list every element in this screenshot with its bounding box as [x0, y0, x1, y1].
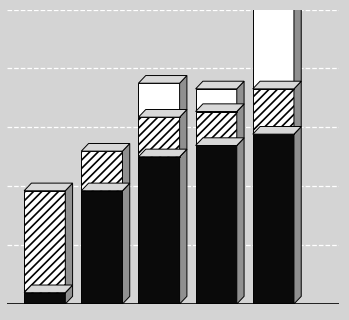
Polygon shape: [253, 81, 301, 89]
Polygon shape: [24, 293, 65, 304]
Polygon shape: [81, 191, 122, 304]
Polygon shape: [294, 126, 301, 304]
Polygon shape: [180, 109, 187, 157]
Polygon shape: [237, 104, 244, 146]
Polygon shape: [253, 0, 294, 89]
Polygon shape: [196, 104, 244, 111]
Polygon shape: [196, 138, 244, 146]
Polygon shape: [196, 89, 237, 111]
Polygon shape: [180, 149, 187, 304]
Polygon shape: [24, 191, 65, 293]
Polygon shape: [81, 151, 122, 191]
Polygon shape: [65, 183, 73, 293]
Polygon shape: [122, 143, 130, 191]
Polygon shape: [253, 126, 301, 134]
Polygon shape: [196, 111, 237, 146]
Polygon shape: [196, 146, 237, 304]
Polygon shape: [237, 81, 244, 111]
Polygon shape: [139, 157, 180, 304]
Polygon shape: [180, 76, 187, 117]
Polygon shape: [253, 134, 294, 304]
Polygon shape: [81, 183, 130, 191]
Polygon shape: [139, 76, 187, 83]
Polygon shape: [237, 138, 244, 304]
Polygon shape: [196, 81, 244, 89]
Polygon shape: [81, 143, 130, 151]
Polygon shape: [122, 183, 130, 304]
Polygon shape: [139, 109, 187, 117]
Polygon shape: [24, 183, 73, 191]
Polygon shape: [253, 89, 294, 134]
Polygon shape: [139, 117, 180, 157]
Polygon shape: [294, 81, 301, 134]
Polygon shape: [24, 285, 73, 293]
Polygon shape: [139, 149, 187, 157]
Polygon shape: [139, 83, 180, 117]
Polygon shape: [294, 0, 301, 89]
Polygon shape: [65, 285, 73, 304]
